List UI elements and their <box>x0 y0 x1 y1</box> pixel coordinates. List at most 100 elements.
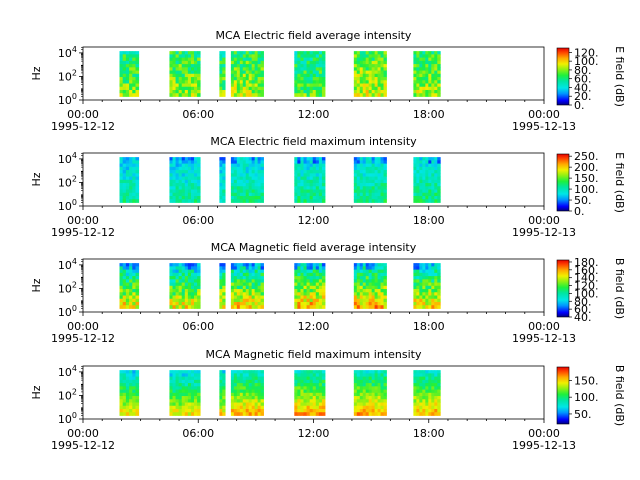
spectrogram-cell <box>190 166 195 171</box>
spectrogram-cell <box>297 67 301 71</box>
spectrogram-cell <box>178 370 183 374</box>
spectrogram-cell <box>416 157 420 161</box>
spectrogram-cell <box>315 54 320 58</box>
spectrogram-cell <box>413 289 417 293</box>
spectrogram-cell <box>236 54 241 58</box>
spectrogram-cell <box>119 176 124 181</box>
spectrogram-cell <box>190 272 195 277</box>
spectrogram-cell <box>254 60 259 65</box>
spectrogram-cell <box>230 51 235 55</box>
spectrogram-cell <box>306 157 311 161</box>
spectrogram-cell <box>122 189 127 194</box>
spectrogram-cell <box>178 83 183 88</box>
spectrogram-cell <box>437 405 441 410</box>
spectrogram-cell <box>359 279 364 283</box>
spectrogram-cell <box>248 93 253 97</box>
spectrogram-cell <box>380 405 384 410</box>
spectrogram-cell <box>434 70 438 75</box>
spectrogram-cell <box>368 166 373 171</box>
spectrogram-cell <box>242 67 247 71</box>
spectrogram-cell <box>172 60 176 65</box>
spectrogram-cell <box>242 86 247 91</box>
spectrogram-cell <box>422 295 426 300</box>
spectrogram-cell <box>257 173 261 177</box>
spectrogram-cell <box>125 183 130 187</box>
spectrogram-cell <box>187 289 192 293</box>
spectrogram-cell <box>431 389 435 394</box>
spectrogram-cell <box>197 77 201 81</box>
spectrogram-cell <box>437 276 441 280</box>
spectrogram-cell <box>190 160 195 164</box>
spectrogram-cell <box>233 295 238 300</box>
spectrogram-cell <box>377 279 381 283</box>
spectrogram-cell <box>374 379 378 384</box>
spectrogram-cell <box>245 89 250 94</box>
spectrogram-cell <box>356 173 361 177</box>
spectrogram-cell <box>254 83 259 88</box>
spectrogram-cell <box>383 77 387 81</box>
spectrogram-cell <box>190 86 195 91</box>
spectrogram-cell <box>315 189 320 194</box>
spectrogram-cell <box>428 195 432 200</box>
spectrogram-cell <box>245 266 250 270</box>
spectrogram-cell <box>175 298 180 303</box>
spectrogram-cell <box>181 379 186 384</box>
spectrogram-cell <box>222 160 226 164</box>
spectrogram-cell <box>356 412 361 416</box>
spectrogram-cell <box>315 183 320 187</box>
spectrogram-cell <box>353 195 358 200</box>
spectrogram-cell <box>306 292 311 296</box>
spectrogram-cell <box>294 289 298 293</box>
spectrogram-cell <box>437 370 441 374</box>
spectrogram-cell <box>251 301 256 306</box>
spectrogram-cell <box>181 272 186 277</box>
spectrogram-cell <box>178 86 183 91</box>
spectrogram-cell <box>181 408 186 413</box>
spectrogram-cell <box>236 77 241 81</box>
spectrogram-cell <box>371 183 376 187</box>
spectrogram-cell <box>416 282 420 287</box>
spectrogram-cell <box>222 51 226 55</box>
spectrogram-cell <box>425 392 429 397</box>
spectrogram-cell <box>260 402 264 407</box>
spectrogram-cell <box>318 379 323 384</box>
spectrogram-cell <box>169 408 173 413</box>
spectrogram-cell <box>178 57 183 62</box>
spectrogram-cell <box>122 399 127 403</box>
spectrogram-cell <box>380 83 384 88</box>
spectrogram-cell <box>422 160 426 164</box>
spectrogram-cell <box>222 54 226 58</box>
spectrogram-cell <box>353 295 358 300</box>
spectrogram-cell <box>184 163 189 168</box>
spectrogram-cell <box>222 173 226 177</box>
spectrogram-cell <box>129 93 133 97</box>
spectrogram-cell <box>125 373 130 377</box>
spectrogram-cell <box>377 199 381 203</box>
spectrogram-cell <box>251 86 256 91</box>
spectrogram-cell <box>194 379 198 384</box>
colorbar-tick-label: 160. <box>574 264 599 277</box>
spectrogram-cell <box>242 186 247 190</box>
spectrogram-cell <box>257 89 261 94</box>
spectrogram-cell <box>129 412 133 416</box>
spectrogram-cell <box>184 279 189 283</box>
spectrogram-cell <box>172 263 176 267</box>
spectrogram-cell <box>425 386 429 390</box>
spectrogram-cell <box>239 170 244 174</box>
spectrogram-cell <box>219 412 223 416</box>
spectrogram-cell <box>175 173 180 177</box>
spectrogram-cell <box>356 399 361 403</box>
spectrogram-cell <box>380 179 384 184</box>
spectrogram-cell <box>194 70 198 75</box>
spectrogram-cell <box>303 292 307 296</box>
spectrogram-cell <box>368 376 373 381</box>
spectrogram-cell <box>257 301 261 306</box>
spectrogram-cell <box>362 285 367 290</box>
spectrogram-cell <box>306 73 311 78</box>
spectrogram-cell <box>222 192 226 197</box>
spectrogram-cell <box>368 276 373 280</box>
spectrogram-cell <box>260 176 264 181</box>
spectrogram-cell <box>362 179 367 184</box>
spectrogram-cell <box>260 199 264 203</box>
spectrogram-cell <box>371 86 376 91</box>
